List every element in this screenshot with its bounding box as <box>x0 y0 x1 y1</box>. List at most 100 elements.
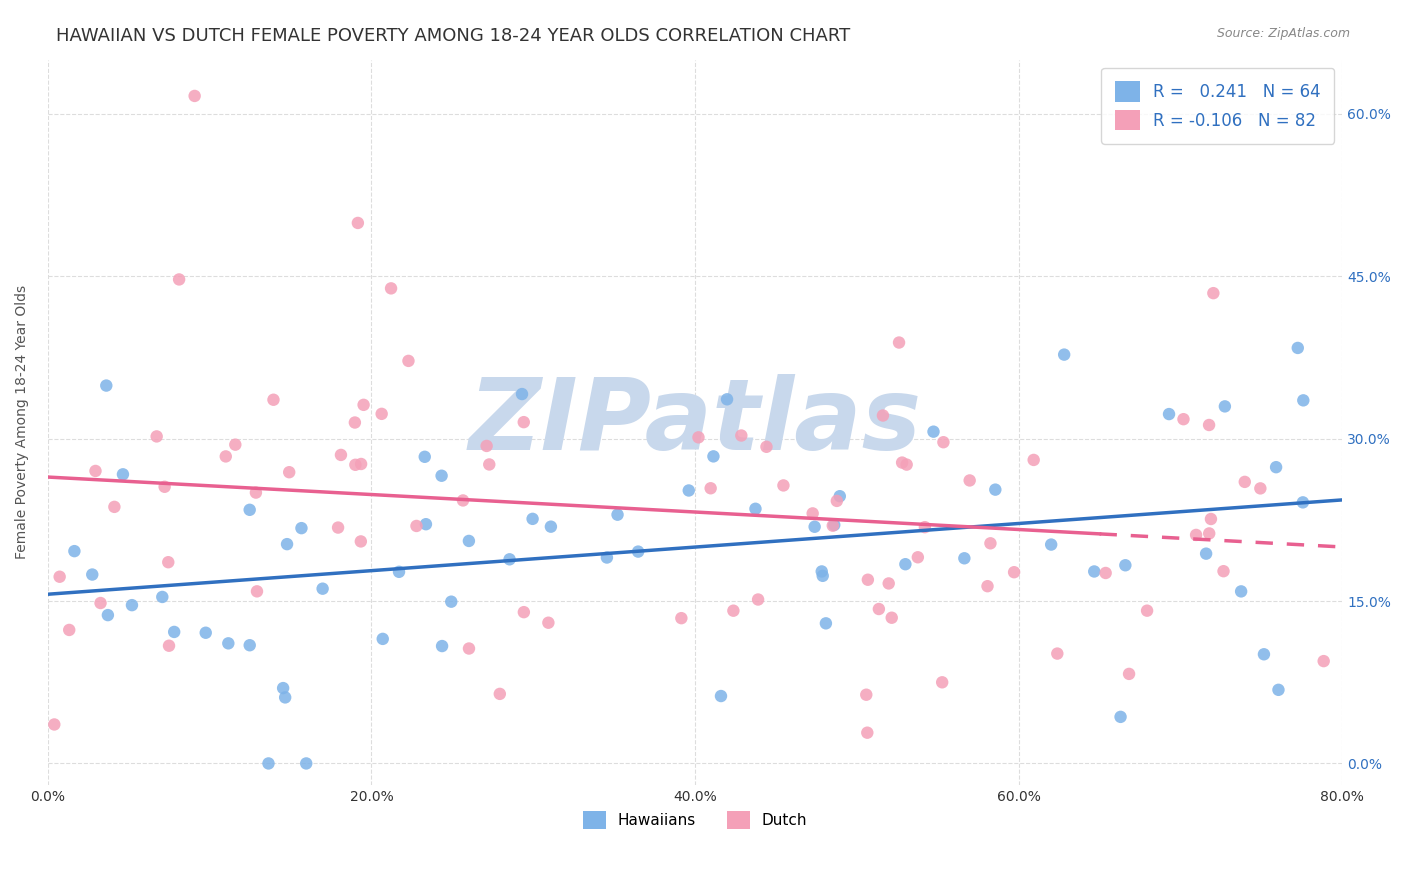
Point <box>710 689 733 703</box>
Point <box>371 632 394 646</box>
Point <box>1292 495 1315 509</box>
Point <box>82 567 104 582</box>
Point <box>1094 566 1116 580</box>
Point <box>823 517 845 532</box>
Point <box>350 457 373 471</box>
Point <box>856 573 879 587</box>
Point <box>1195 547 1218 561</box>
Point <box>931 675 953 690</box>
Point <box>814 616 837 631</box>
Point <box>97 608 120 623</box>
Point <box>1046 647 1069 661</box>
Point <box>976 579 998 593</box>
Point <box>63 544 86 558</box>
Point <box>772 478 794 492</box>
Point <box>415 517 437 532</box>
Point <box>84 464 107 478</box>
Point <box>1198 526 1220 541</box>
Point <box>398 354 420 368</box>
Point <box>290 521 312 535</box>
Point <box>1157 407 1180 421</box>
Point <box>877 576 900 591</box>
Text: Source: ZipAtlas.com: Source: ZipAtlas.com <box>1216 27 1350 40</box>
Point <box>326 520 349 534</box>
Point <box>380 281 402 295</box>
Point <box>48 570 70 584</box>
Y-axis label: Female Poverty Among 18-24 Year Olds: Female Poverty Among 18-24 Year Olds <box>15 285 30 559</box>
Point <box>90 596 112 610</box>
Point <box>932 435 955 450</box>
Point <box>1286 341 1309 355</box>
Point <box>537 615 560 630</box>
Point <box>1185 528 1208 542</box>
Point <box>430 468 453 483</box>
Point <box>803 520 825 534</box>
Point <box>167 272 190 286</box>
Point <box>723 604 745 618</box>
Point <box>458 641 481 656</box>
Point <box>896 458 918 472</box>
Point <box>606 508 628 522</box>
Point <box>257 756 280 771</box>
Point <box>246 584 269 599</box>
Point <box>413 450 436 464</box>
Point <box>388 565 411 579</box>
Point <box>1249 482 1271 496</box>
Point <box>278 465 301 479</box>
Point <box>979 536 1001 550</box>
Point <box>245 485 267 500</box>
Point <box>688 430 710 444</box>
Point <box>716 392 738 407</box>
Point <box>699 481 721 495</box>
Point <box>430 639 453 653</box>
Point <box>440 595 463 609</box>
Point <box>891 456 914 470</box>
Point <box>880 611 903 625</box>
Point <box>1212 564 1234 578</box>
Text: HAWAIIAN VS DUTCH FEMALE POVERTY AMONG 18-24 YEAR OLDS CORRELATION CHART: HAWAIIAN VS DUTCH FEMALE POVERTY AMONG 1… <box>56 27 851 45</box>
Point <box>183 89 205 103</box>
Point <box>821 518 844 533</box>
Point <box>239 503 262 517</box>
Point <box>510 387 533 401</box>
Point <box>801 507 824 521</box>
Point <box>295 756 318 771</box>
Point <box>671 611 693 625</box>
Point <box>1233 475 1256 489</box>
Legend: Hawaiians, Dutch: Hawaiians, Dutch <box>576 805 814 836</box>
Point <box>872 409 894 423</box>
Point <box>1136 604 1159 618</box>
Point <box>1083 565 1105 579</box>
Point <box>855 688 877 702</box>
Point <box>810 565 832 579</box>
Point <box>263 392 285 407</box>
Point <box>150 590 173 604</box>
Point <box>914 520 936 534</box>
Point <box>596 550 619 565</box>
Point <box>1202 286 1225 301</box>
Point <box>96 378 118 392</box>
Point <box>1292 393 1315 408</box>
Point <box>271 681 294 695</box>
Point <box>350 534 373 549</box>
Point <box>856 725 879 739</box>
Point <box>1265 460 1288 475</box>
Point <box>311 582 333 596</box>
Point <box>157 555 180 569</box>
Point <box>894 558 917 572</box>
Point <box>755 440 778 454</box>
Point <box>1213 400 1236 414</box>
Point <box>730 428 752 442</box>
Point <box>153 480 176 494</box>
Point <box>1118 666 1140 681</box>
Point <box>217 636 239 650</box>
Point <box>540 519 562 533</box>
Point <box>907 550 929 565</box>
Point <box>811 569 834 583</box>
Point <box>103 500 125 514</box>
Point <box>478 458 501 472</box>
Point <box>44 717 66 731</box>
Point <box>1053 348 1076 362</box>
Point <box>522 512 544 526</box>
Point <box>457 533 479 548</box>
